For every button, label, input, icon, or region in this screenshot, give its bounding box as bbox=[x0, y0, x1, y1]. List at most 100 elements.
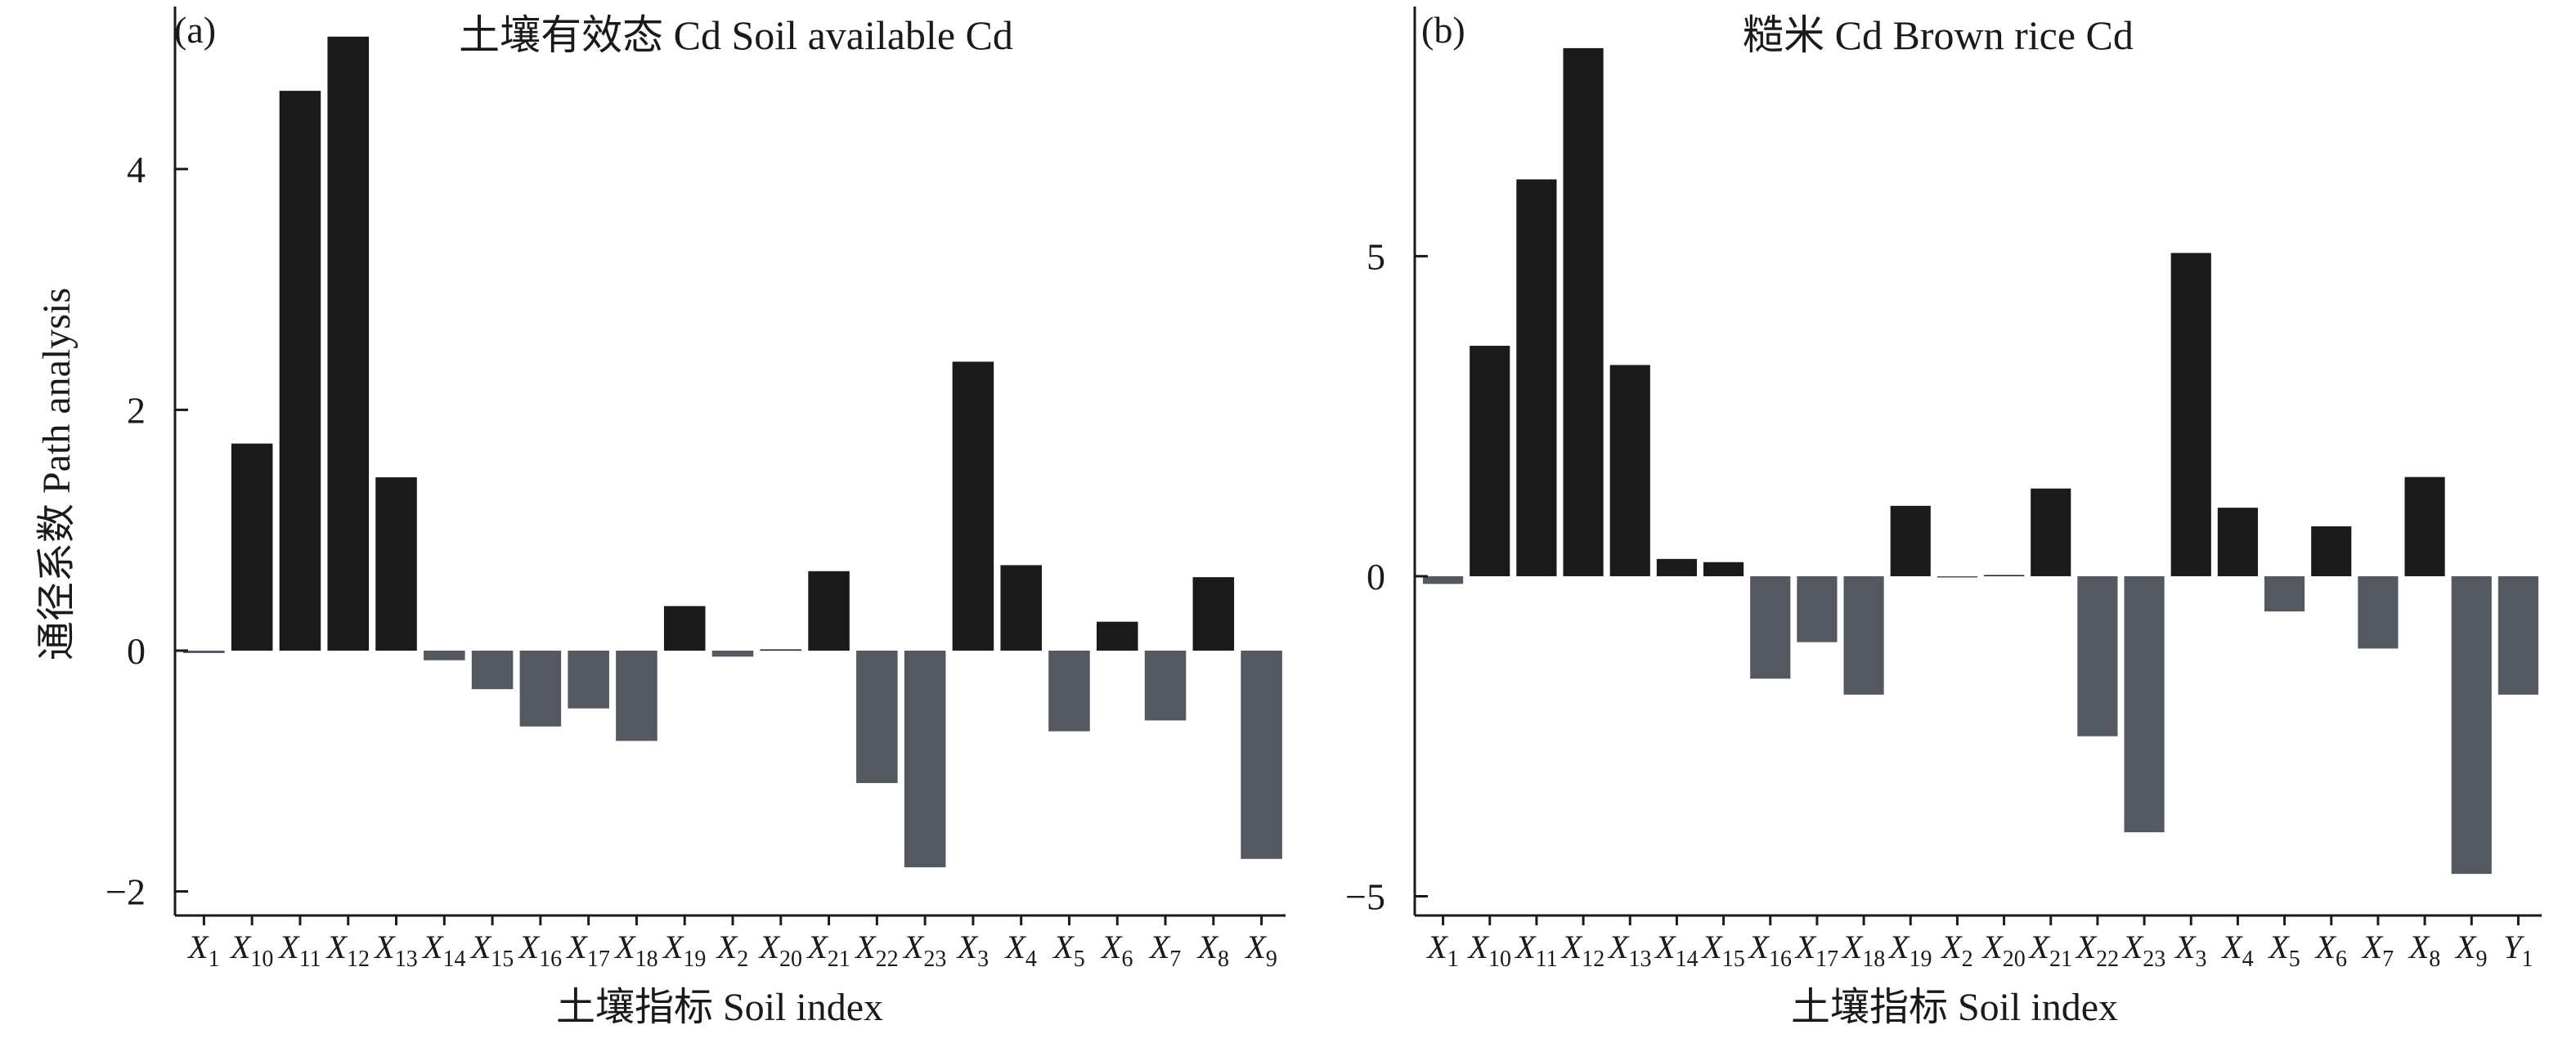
panel-a-x-tick-label-X15: X15 bbox=[469, 929, 514, 972]
panel-a-title: 土壤有效态 Cd Soil available Cd bbox=[459, 12, 1013, 58]
panel-a-bar-X14 bbox=[424, 650, 465, 660]
panel-a-x-tick-label-X5: X5 bbox=[1052, 929, 1084, 972]
panel-a-x-tick-label-X7: X7 bbox=[1148, 929, 1181, 972]
panel-a: (a) 土壤有效态 Cd Soil available Cd 土壤指标 Soil… bbox=[105, 7, 1286, 1029]
panel-b-bar-X23 bbox=[2124, 575, 2165, 833]
panel-b-x-tick-label-X9: X9 bbox=[2454, 929, 2487, 972]
panel-b-bar-X2 bbox=[1936, 575, 1977, 578]
panel-a-bar-X15 bbox=[471, 650, 514, 690]
panel-b: (b) 糙米 Cd Brown rice Cd 土壤指标 Soil index … bbox=[1345, 7, 2542, 1029]
panel-a-bar-X10 bbox=[231, 443, 273, 651]
panel-a-bar-X8 bbox=[1192, 577, 1235, 651]
panel-a-x-axis-label: 土壤指标 Soil index bbox=[556, 986, 883, 1029]
panel-a-bar-X4 bbox=[1000, 565, 1042, 651]
panel-a-bar-X7 bbox=[1144, 650, 1187, 721]
panel-a-bar-X22 bbox=[856, 650, 898, 783]
panel-b-bar-X21 bbox=[2031, 488, 2071, 576]
panel-a-y-tick-label: 4 bbox=[127, 149, 146, 190]
panel-a-x-tick-label-X14: X14 bbox=[421, 929, 465, 972]
panel-a-bar-X11 bbox=[279, 91, 321, 651]
panel-b-bar-X18 bbox=[1843, 575, 1884, 695]
panel-b-bars bbox=[1423, 47, 2538, 875]
panel-b-x-tick-label-X7: X7 bbox=[2361, 929, 2394, 972]
panel-a-x-tick-label-X16: X16 bbox=[518, 929, 562, 972]
panel-b-y-tick-labels: −5 0 5 bbox=[1345, 235, 1385, 917]
panel-b-bar-X10 bbox=[1470, 346, 1510, 576]
panel-a-y-tick-label: 2 bbox=[127, 389, 146, 431]
panel-a-label: (a) bbox=[174, 9, 216, 51]
panel-a-x-tick-label-X2: X2 bbox=[716, 929, 748, 972]
panel-b-x-tick-label-Y1: Y1 bbox=[2503, 929, 2533, 972]
panel-a-bar-X19 bbox=[663, 606, 706, 651]
panel-b-bar-X13 bbox=[1609, 365, 1650, 576]
panel-a-x-tick-label-X18: X18 bbox=[613, 929, 657, 972]
panel-a-x-tick-label-X11: X11 bbox=[277, 929, 321, 972]
panel-b-bar-X11 bbox=[1516, 179, 1557, 576]
panel-b-x-tick-label-X11: X11 bbox=[1514, 929, 1557, 972]
panel-a-bar-X21 bbox=[808, 571, 850, 651]
panel-b-x-tick-label-X6: X6 bbox=[2314, 929, 2347, 972]
panel-b-y-tick-label: −5 bbox=[1345, 876, 1385, 918]
panel-a-x-tick-label-X13: X13 bbox=[373, 929, 417, 972]
panel-a-x-tick-label-X20: X20 bbox=[758, 929, 802, 972]
panel-b-x-tick-label-X17: X17 bbox=[1794, 929, 1838, 972]
panel-b-x-tick-label-X15: X15 bbox=[1700, 929, 1744, 972]
panel-a-y-tick-label: 0 bbox=[127, 630, 146, 672]
panel-a-x-tick-label-X12: X12 bbox=[325, 929, 370, 972]
panel-b-x-tick-label-X20: X20 bbox=[1981, 929, 2025, 972]
panel-a-x-tick-label-X22: X22 bbox=[854, 929, 898, 972]
panel-b-y-tick-label: 5 bbox=[1367, 235, 1385, 277]
panel-a-x-tick-label-X4: X4 bbox=[1003, 929, 1036, 972]
panel-a-bar-X3 bbox=[952, 361, 994, 651]
panel-b-x-tick-label-X16: X16 bbox=[1748, 929, 1792, 972]
panel-b-x-axis-label: 土壤指标 Soil index bbox=[1791, 986, 2118, 1029]
panel-a-x-tick-label-X10: X10 bbox=[229, 929, 273, 972]
panel-a-bar-X5 bbox=[1048, 650, 1090, 732]
panel-a-bar-X23 bbox=[904, 650, 946, 868]
panel-b-title: 糙米 Cd Brown rice Cd bbox=[1743, 12, 2134, 58]
panel-a-x-tick-label-X17: X17 bbox=[565, 929, 609, 972]
panel-a-bar-X2 bbox=[711, 650, 754, 657]
panel-b-y-tick-label: 0 bbox=[1367, 556, 1385, 598]
panel-b-bar-X1 bbox=[1423, 575, 1464, 584]
panel-b-x-tick-label-X14: X14 bbox=[1654, 929, 1698, 972]
panel-a-x-tick-label-X3: X3 bbox=[956, 929, 989, 972]
panel-b-x-tick-label-X8: X8 bbox=[2408, 929, 2440, 972]
panel-a-bar-X6 bbox=[1096, 621, 1138, 651]
panel-b-bar-X20 bbox=[1984, 575, 2025, 576]
panel-b-bar-X19 bbox=[1890, 505, 1931, 576]
panel-b-x-tick-label-X10: X10 bbox=[1467, 929, 1511, 972]
panel-b-bar-X12 bbox=[1563, 47, 1604, 576]
panel-b-x-tick-labels: X1 X10 X11 X12 X13 X14 X15 X16 X17 X18 X19 X2 X20 X21… bbox=[1425, 929, 2533, 972]
panel-b-x-tick-label-X13: X13 bbox=[1607, 929, 1651, 972]
panel-b-bar-X3 bbox=[2170, 253, 2211, 576]
panel-a-bar-X16 bbox=[519, 650, 562, 727]
panel-a-x-tick-label-X23: X23 bbox=[902, 929, 946, 972]
panel-b-x-tick-label-X2: X2 bbox=[1940, 929, 1972, 972]
panel-b-label: (b) bbox=[1421, 9, 1465, 51]
panel-a-bar-X9 bbox=[1241, 650, 1282, 859]
panel-b-bar-X9 bbox=[2451, 575, 2492, 875]
panel-b-bar-X4 bbox=[2217, 508, 2258, 576]
panel-a-bar-X1 bbox=[183, 650, 225, 653]
panel-b-axes bbox=[1413, 7, 2542, 925]
panel-a-x-tick-label-X9: X9 bbox=[1244, 929, 1277, 972]
panel-b-x-tick-label-X21: X21 bbox=[2028, 929, 2072, 972]
panel-b-bar-X8 bbox=[2404, 477, 2445, 576]
panel-a-y-tick-label: −2 bbox=[105, 871, 146, 913]
panel-a-bars bbox=[183, 36, 1282, 868]
panel-b-x-tick-label-X19: X19 bbox=[1887, 929, 1932, 972]
panel-a-bar-X13 bbox=[375, 477, 417, 651]
panel-b-x-tick-label-X23: X23 bbox=[2121, 929, 2165, 972]
panel-b-bar-X5 bbox=[2264, 575, 2305, 612]
panel-b-bar-Y1 bbox=[2497, 575, 2538, 695]
panel-a-bar-X20 bbox=[760, 649, 802, 651]
panel-b-x-tick-label-X3: X3 bbox=[2174, 929, 2206, 972]
panel-b-x-tick-label-X1: X1 bbox=[1425, 929, 1458, 972]
panel-a-bar-X18 bbox=[616, 650, 657, 741]
panel-b-x-tick-label-X18: X18 bbox=[1841, 929, 1885, 972]
panel-b-x-tick-label-X22: X22 bbox=[2075, 929, 2119, 972]
y-axis-label: 通径系数 Path analysis bbox=[35, 288, 79, 660]
panel-a-x-tick-label-X21: X21 bbox=[806, 929, 850, 972]
